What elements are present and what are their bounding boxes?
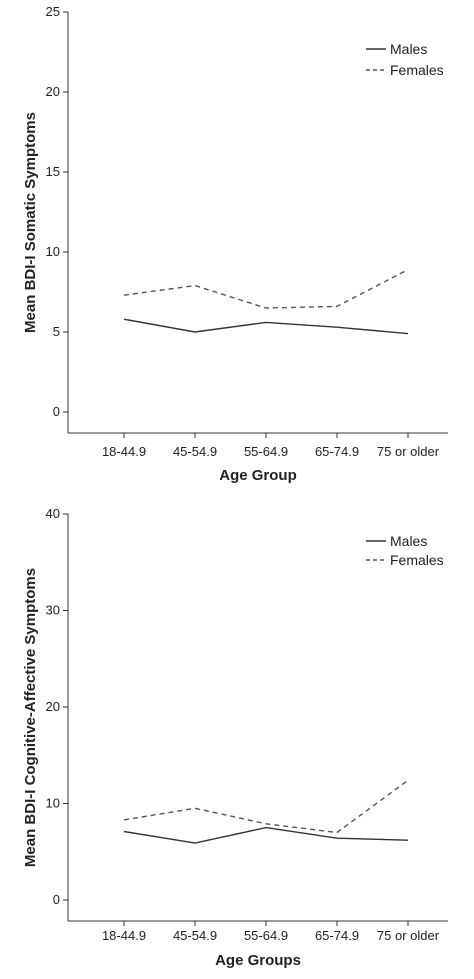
x-tick-label: 45-54.9 bbox=[173, 444, 217, 459]
x-tick-label: 75 or older bbox=[377, 444, 440, 459]
x-tick-label: 75 or older bbox=[377, 928, 440, 943]
y-tick-label: 25 bbox=[46, 4, 60, 19]
x-tick-label: 65-74.9 bbox=[315, 928, 359, 943]
legend-label-females: Females bbox=[390, 552, 444, 568]
y-tick-label: 0 bbox=[53, 892, 60, 907]
legend-label-females: Females bbox=[390, 62, 444, 78]
y-tick-label: 0 bbox=[53, 404, 60, 419]
y-tick-label: 30 bbox=[46, 603, 60, 618]
y-tick-label: 20 bbox=[46, 84, 60, 99]
series-line-males bbox=[123, 826, 409, 844]
y-tick-label: 5 bbox=[53, 324, 60, 339]
legend: Males Females bbox=[366, 533, 444, 568]
series-line-females bbox=[123, 779, 409, 834]
chart-panel-1: 0 5 10 15 20 25 18-44.9 45-54.9 55-64.9 65-74.9 75… bbox=[22, 4, 448, 484]
x-tick-label: 18-44.9 bbox=[102, 928, 146, 943]
y-tick-label: 20 bbox=[46, 699, 60, 714]
x-axis-title: Age Group bbox=[219, 467, 297, 484]
y-axis-title: Mean BDI-I Cognitive-Affective Symptoms bbox=[22, 568, 39, 867]
series-line-females bbox=[123, 268, 409, 309]
y-tick-label: 10 bbox=[46, 244, 60, 259]
x-tick-label: 45-54.9 bbox=[173, 928, 217, 943]
legend-label-males: Males bbox=[390, 41, 427, 57]
y-tick-label: 40 bbox=[46, 506, 60, 521]
x-tick-label: 65-74.9 bbox=[315, 444, 359, 459]
chart-panel-2: 0 10 20 30 40 18-44.9 45-54.9 55-64.9 65-74.9 75 … bbox=[22, 506, 448, 969]
x-tick-label: 55-64.9 bbox=[244, 928, 288, 943]
x-tick-label: 55-64.9 bbox=[244, 444, 288, 459]
y-axis-title: Mean BDI-I Somatic Symptoms bbox=[22, 112, 39, 333]
x-tick-label: 18-44.9 bbox=[102, 444, 146, 459]
x-axis-title: Age Groups bbox=[215, 952, 301, 969]
y-tick-label: 15 bbox=[46, 164, 60, 179]
legend: Males Females bbox=[366, 41, 444, 78]
legend-label-males: Males bbox=[390, 533, 427, 549]
y-tick-label: 10 bbox=[46, 796, 60, 811]
series-line-males bbox=[123, 318, 409, 335]
